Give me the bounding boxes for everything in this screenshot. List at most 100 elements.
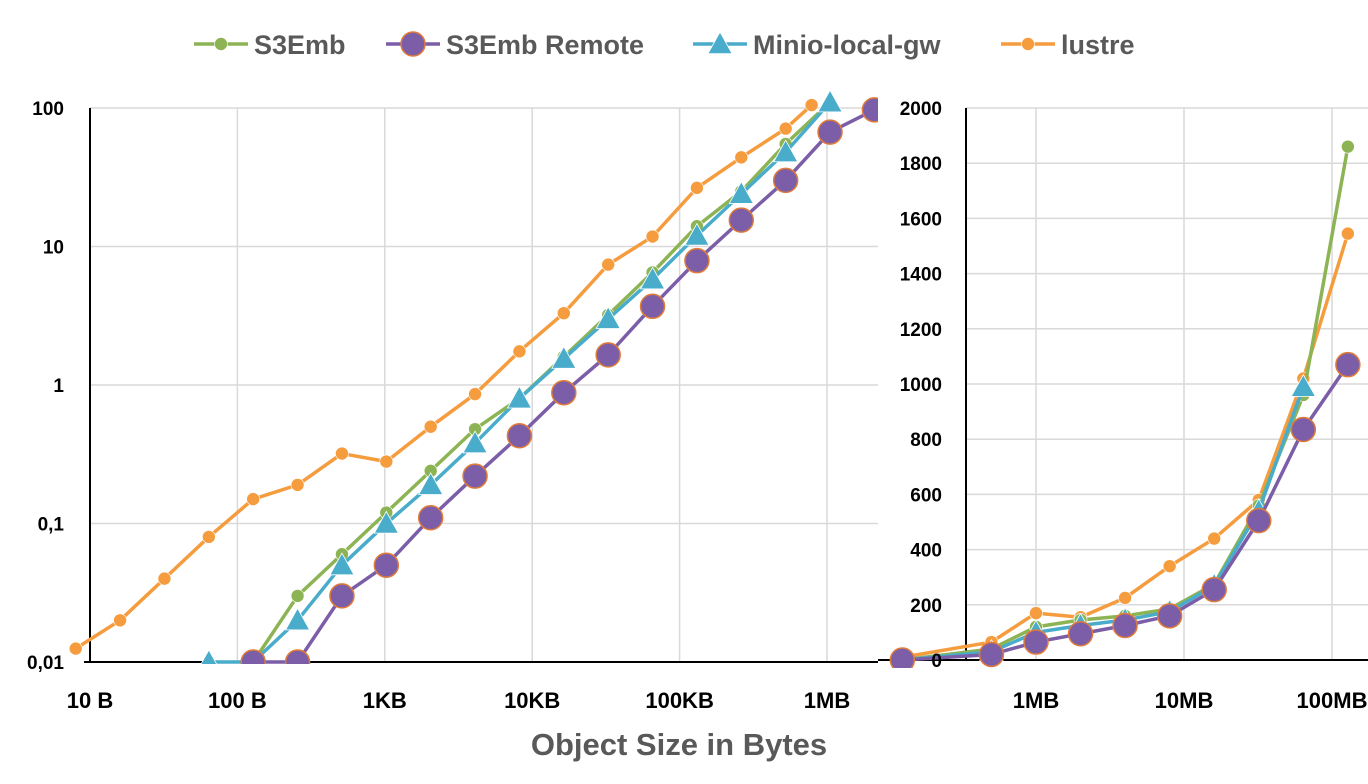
- left-point-minio-local-gw: [200, 649, 218, 664]
- right-point-s3emb-remote: [1067, 621, 1094, 647]
- left-point-lustre: [335, 446, 349, 461]
- left-point-minio-local-gw: [551, 345, 577, 369]
- left-point-lustre: [804, 98, 819, 112]
- left-x-tick-label: 10 B: [67, 688, 113, 713]
- left-y-tick-label: 10: [43, 238, 64, 259]
- legend-item-s3emb: S3Emb: [194, 30, 346, 60]
- left-point-minio-local-gw: [817, 89, 843, 113]
- left-point-lustre: [157, 571, 172, 586]
- right-point-s3emb-remote: [1112, 612, 1138, 639]
- left-point-s3emb: [290, 589, 305, 603]
- left-x-tick-label: 10KB: [504, 688, 560, 713]
- left-y-tick-label: 1: [53, 376, 64, 397]
- left-series-line-lustre: [74, 103, 813, 651]
- left-point-lustre: [512, 344, 527, 359]
- left-series-s3emb-remote: [240, 97, 878, 664]
- right-point-lustre: [1029, 606, 1043, 620]
- legend-item-minio-local-gw: Minio-local-gw: [693, 30, 941, 60]
- legend-swatch-marker: [1021, 37, 1035, 51]
- right-point-s3emb-remote: [1023, 629, 1049, 655]
- legend-swatch-marker: [214, 37, 228, 51]
- left-y-tick-label: 100: [32, 99, 64, 120]
- left-point-lustre: [246, 492, 261, 506]
- right-series-clip: [889, 139, 1361, 668]
- right-point-s3emb-remote: [978, 641, 1005, 668]
- right-y-tick-label: 1800: [900, 154, 942, 175]
- right-series-s3emb-remote: [889, 351, 1361, 668]
- left-point-lustre: [690, 181, 704, 195]
- right-y-tick-label: 1200: [900, 320, 942, 341]
- legend-item-lustre: lustre: [1001, 30, 1135, 60]
- left-point-minio-local-gw: [329, 552, 355, 576]
- right-point-lustre: [1162, 559, 1177, 573]
- left-point-lustre: [645, 229, 660, 244]
- right-y-tick-label: 1000: [900, 375, 942, 396]
- left-series-lustre: [68, 98, 819, 656]
- legend-label: lustre: [1061, 30, 1135, 60]
- legend-label: S3Emb Remote: [446, 30, 644, 60]
- legend-item-s3emb-remote: S3Emb Remote: [386, 30, 644, 60]
- left-y-tick-label: 0,1: [38, 515, 65, 536]
- left-point-minio-local-gw: [684, 222, 710, 246]
- right-y-tick-label: 2000: [900, 99, 942, 120]
- right-series-lustre: [895, 226, 1355, 665]
- right-y-tick-label: 600: [910, 485, 942, 506]
- left-point-s3emb-remote: [462, 463, 488, 489]
- legend-swatch-marker: [400, 31, 426, 57]
- right-point-lustre: [1207, 531, 1222, 546]
- left-point-minio-local-gw: [772, 139, 799, 163]
- left-series-s3emb: [246, 95, 837, 664]
- left-x-tick-label: 100KB: [645, 688, 713, 713]
- left-point-s3emb-remote: [329, 583, 355, 609]
- left-point-s3emb-remote: [373, 552, 400, 578]
- left-x-tick-label: 100 B: [208, 688, 267, 713]
- left-series-clip: [68, 89, 878, 664]
- right-point-s3emb-remote: [1246, 507, 1272, 534]
- left-point-s3emb-remote: [595, 342, 621, 368]
- right-series-line-lustre: [902, 233, 1350, 659]
- left-point-s3emb-remote: [506, 423, 533, 449]
- right-y-tick-label: 1600: [900, 209, 942, 230]
- right-ticks: 0 200 400 600 800 1000 1200 1400 1600 1800 2000 1MB…: [900, 99, 1368, 713]
- left-point-s3emb-remote: [684, 247, 710, 274]
- left-panel: 0,01 0,1 1 10 100 10 B 100 B 1KB 10KB 100KB 1MB: [27, 89, 878, 713]
- left-point-s3emb-remote: [284, 649, 311, 664]
- right-series: [889, 139, 1361, 668]
- left-point-lustre: [468, 387, 482, 401]
- right-y-tick-label: 200: [910, 596, 942, 617]
- left-point-lustre: [290, 478, 305, 492]
- left-point-lustre: [113, 613, 127, 628]
- left-ticks: 0,01 0,1 1 10 100 10 B 100 B 1KB 10KB 100KB 1MB: [27, 99, 850, 713]
- left-point-s3emb-remote: [417, 505, 444, 531]
- right-x-tick-label: 1MB: [1013, 688, 1059, 713]
- right-point-s3emb-remote: [889, 647, 916, 668]
- left-point-lustre: [379, 454, 394, 469]
- left-point-s3emb-remote: [728, 207, 755, 233]
- x-axis-title: Object Size in Bytes: [531, 727, 827, 762]
- right-panel: 0 200 400 600 800 1000 1200 1400 1600 1800 2000 1MB…: [878, 99, 1368, 713]
- right-point-minio-local-gw: [1290, 373, 1316, 397]
- right-point-s3emb-remote: [1156, 603, 1183, 629]
- left-point-s3emb-remote: [861, 97, 878, 123]
- right-point-s3emb-remote: [1290, 416, 1317, 443]
- left-point-lustre: [778, 121, 793, 136]
- right-y-tick-label: 400: [910, 541, 942, 562]
- legend-swatch-marker: [707, 31, 733, 54]
- right-series-line-s3emb: [902, 146, 1350, 662]
- right-point-s3emb-remote: [1335, 351, 1361, 378]
- left-point-lustre: [734, 150, 749, 165]
- left-point-s3emb-remote: [551, 379, 577, 406]
- left-point-s3emb-remote: [240, 649, 266, 664]
- left-point-lustre: [601, 257, 615, 272]
- left-series-minio-local-gw: [200, 89, 843, 664]
- left-x-tick-label: 1MB: [804, 688, 850, 713]
- right-y-tick-label: 800: [910, 430, 942, 451]
- left-point-lustre: [423, 419, 438, 434]
- left-x-tick-label: 1KB: [363, 688, 407, 713]
- left-y-tick-label: 0,01: [27, 653, 64, 674]
- legend-label: S3Emb: [254, 30, 346, 60]
- left-point-lustre: [202, 530, 216, 544]
- legend: S3Emb S3Emb Remote Minio-local-gw lustre: [194, 30, 1135, 60]
